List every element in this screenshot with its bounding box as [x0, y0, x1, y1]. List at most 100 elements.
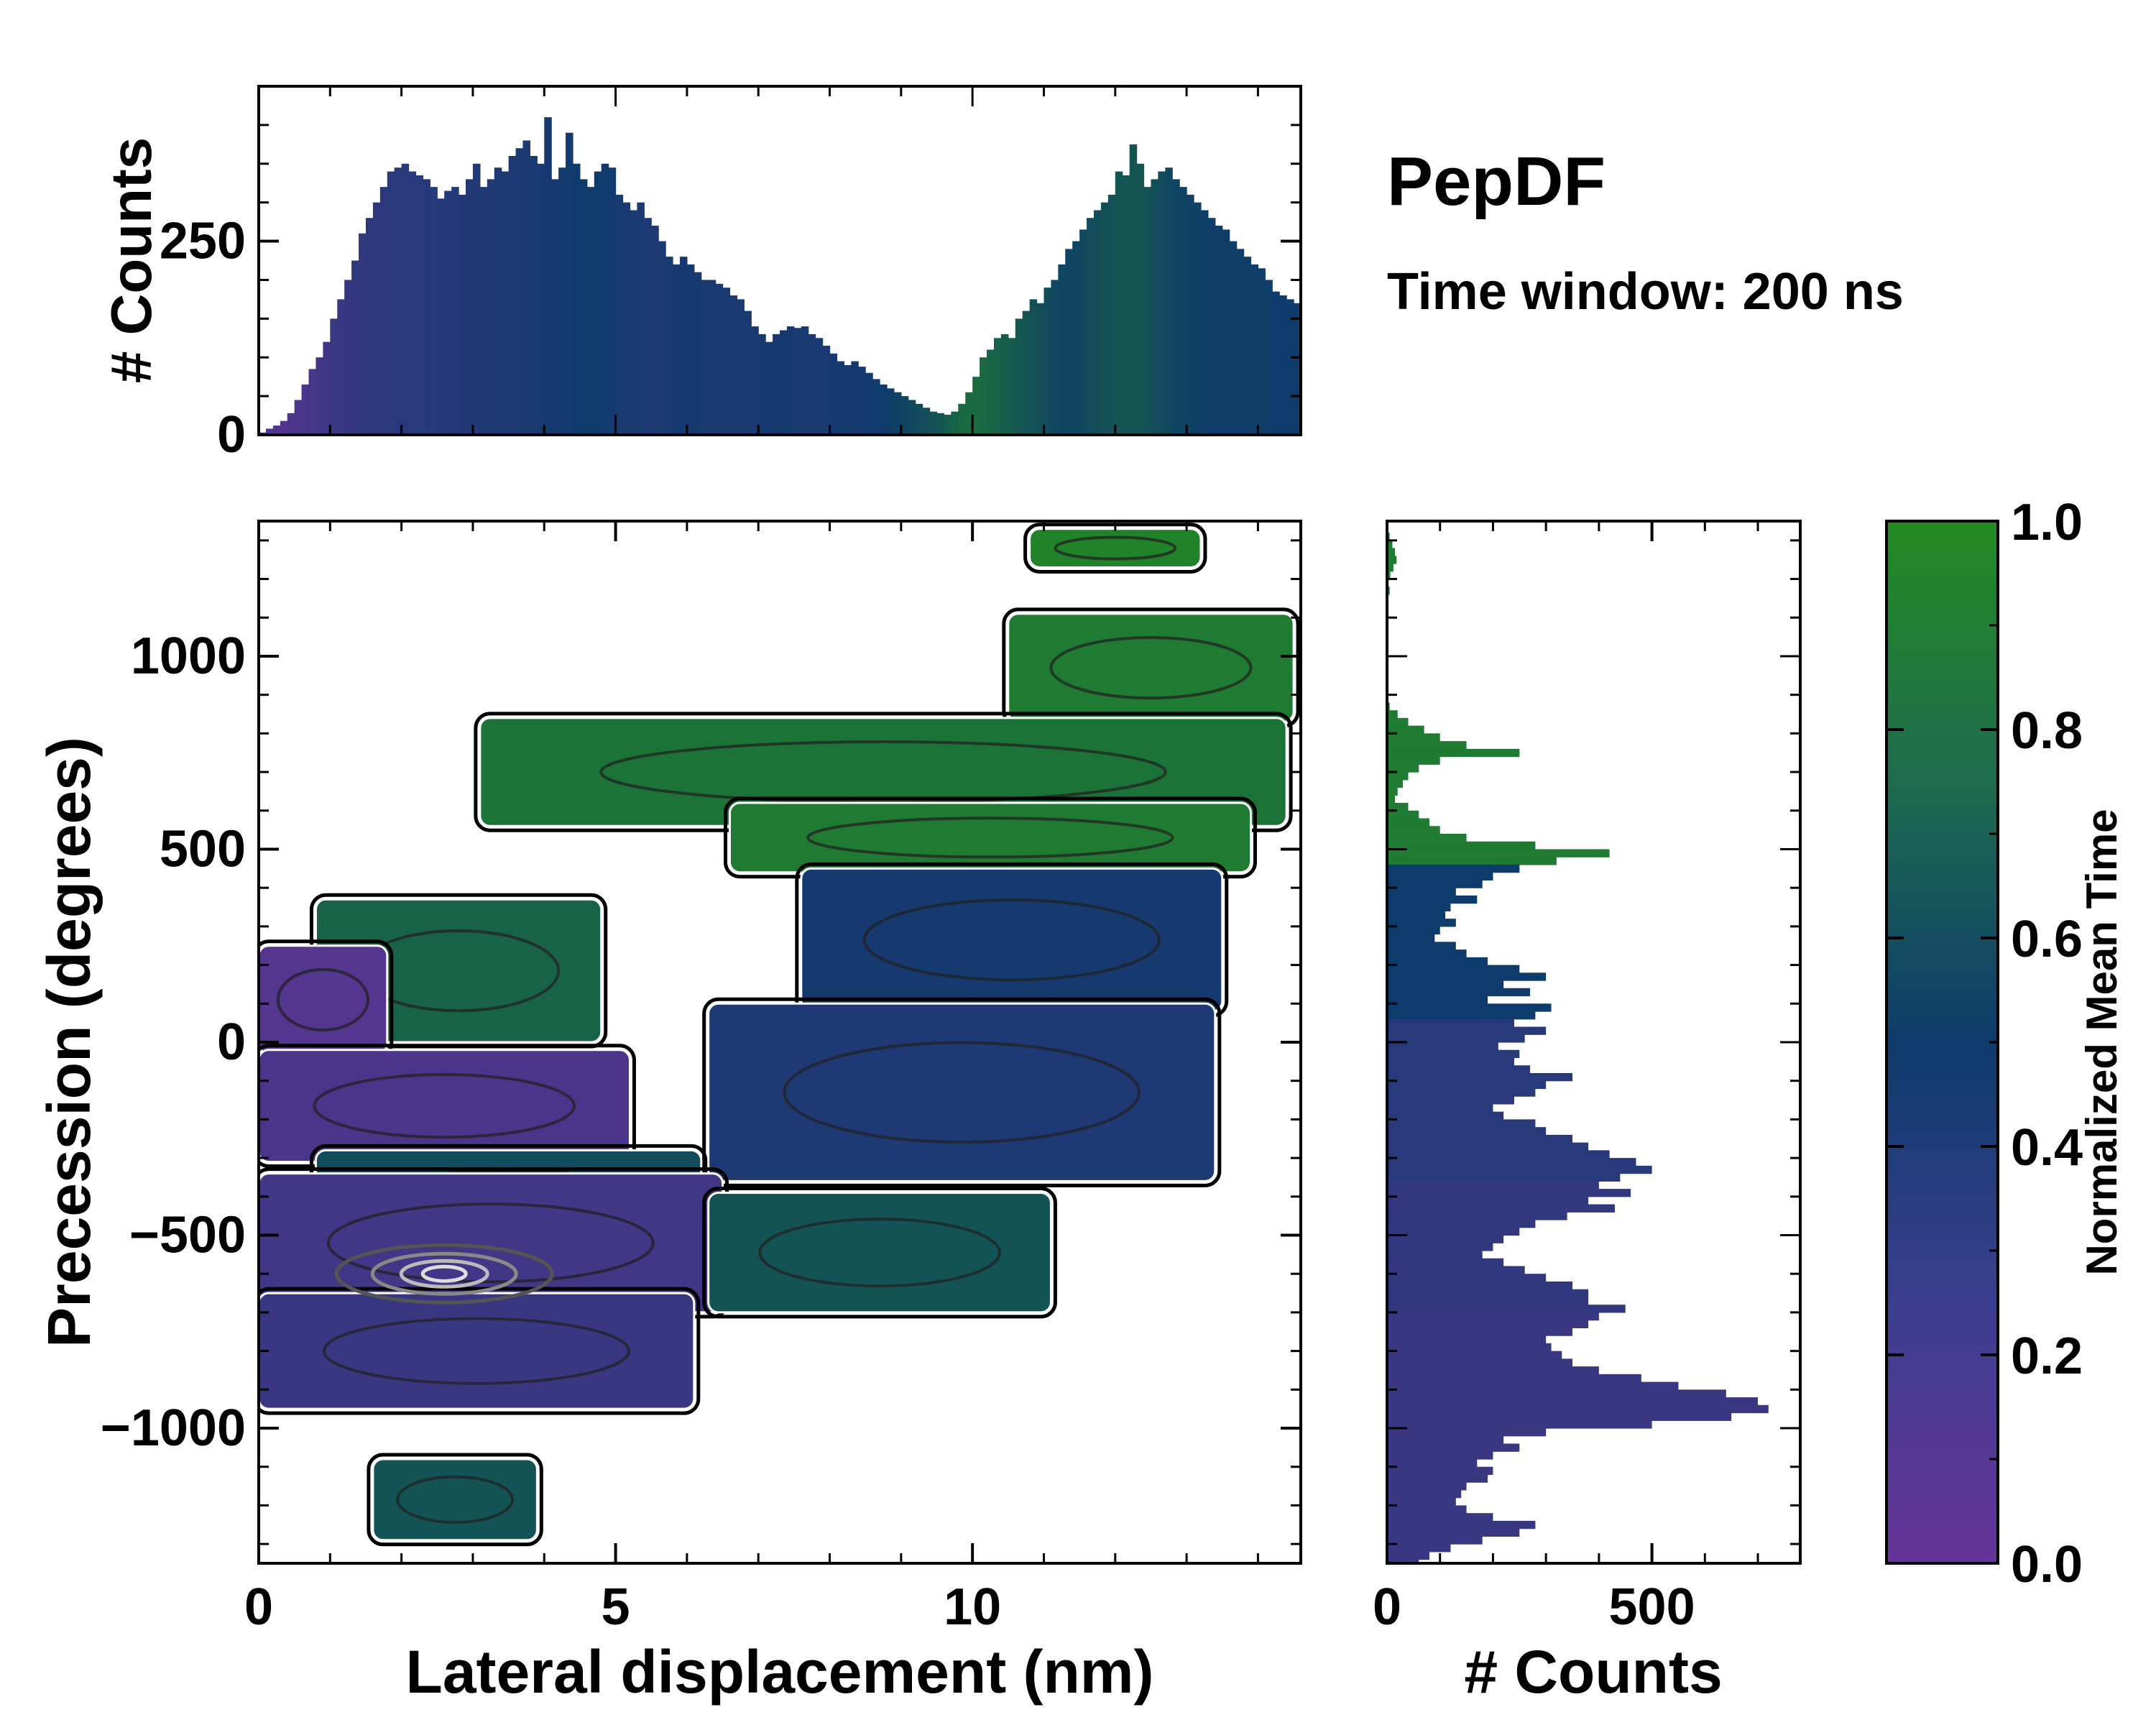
top-histogram-bar [1308, 318, 1316, 435]
top-histogram-bar [487, 179, 495, 435]
right-histogram-bar [1387, 1134, 1573, 1144]
right-histogram-bar [1387, 725, 1424, 734]
top-histogram-bar [530, 156, 538, 435]
density-contour-0 [334, 1243, 554, 1305]
top-histogram-bar [1501, 423, 1508, 435]
right-histogram-bar [1387, 926, 1440, 935]
top-histogram-bar [265, 428, 274, 435]
top-histogram-bar [622, 202, 631, 435]
region-contour [783, 1041, 1141, 1144]
top-histogram-bar [1051, 280, 1059, 435]
right-histogram-bar [1387, 934, 1435, 942]
top-histogram-bar [658, 241, 666, 435]
region-contour [313, 1073, 576, 1139]
right-histogram-bar [1387, 1297, 1589, 1305]
top-histogram-bar [451, 187, 459, 435]
right-histogram-bar [1387, 556, 1397, 564]
heatmap-region-cluster-teal-bottom [367, 1453, 543, 1547]
right-histogram-bar [1387, 1251, 1483, 1259]
top-histogram-bar [365, 218, 374, 435]
top-histogram-bar [1100, 202, 1109, 435]
top-histogram-bar [423, 179, 430, 435]
top-histogram-bar [1544, 432, 1552, 435]
top-histogram-bar [287, 413, 295, 435]
top-histogram-bar [944, 414, 952, 435]
top-histogram-bar [1029, 299, 1038, 435]
right-histogram-bar [1387, 949, 1467, 958]
right-histogram-bar [1387, 1049, 1520, 1059]
top-histogram-bar [1151, 179, 1158, 435]
right-histogram-bar [1387, 919, 1456, 927]
right-histogram-bar [1387, 571, 1391, 580]
region-contour [396, 1475, 515, 1524]
right-histogram-bar [1387, 1235, 1504, 1243]
top-histogram-bar [615, 194, 624, 435]
right-histogram-bar [1387, 942, 1456, 950]
right-histogram-bar [1387, 1397, 1759, 1406]
top-histogram-bar [1451, 412, 1459, 435]
right-histogram-bar [1387, 1343, 1552, 1352]
region-contour [1054, 535, 1177, 561]
colorbar: 1.0 0.8 0.6 0.4 0.2 0.0 Normalized Mean Time [1885, 494, 2126, 1593]
x-tick-label: 5 [602, 1578, 630, 1636]
right-x-tick-label: 500 [1609, 1578, 1695, 1636]
colorbar-gradient [1885, 520, 1999, 1565]
right-histogram-bar [1387, 564, 1393, 572]
heatmap-regions [259, 523, 1300, 1547]
top-histogram-bar [1087, 218, 1095, 435]
top-histogram-bar [472, 163, 481, 435]
top-histogram-bar [301, 384, 310, 435]
right-histogram-bar [1387, 1142, 1589, 1151]
right-histogram-bar [1387, 988, 1531, 997]
right-histogram-bar [1387, 980, 1504, 989]
region-contour [276, 967, 369, 1032]
top-histogram-bar [773, 334, 780, 435]
top-histogram-bar [780, 330, 788, 435]
top-histogram-bar [1315, 323, 1323, 435]
top-histogram-bar [965, 392, 973, 435]
top-histogram-bar [330, 318, 338, 435]
top-histogram-bar [479, 187, 488, 435]
right-histogram-bar [1387, 1513, 1493, 1522]
right-histogram-xlabel: # Counts [1464, 1638, 1722, 1706]
right-histogram-bar [1387, 710, 1398, 719]
top-histogram-bar [701, 280, 709, 435]
top-histogram-bar [359, 233, 367, 435]
top-histogram-bar [1486, 419, 1494, 435]
top-histogram-bar [1365, 307, 1373, 435]
right-histogram-bar [1387, 1420, 1652, 1429]
top-histogram-bar [1465, 415, 1473, 435]
right-histogram-bar [1387, 1080, 1547, 1090]
heatmap-region-cluster-blue-center [702, 997, 1222, 1187]
top-histogram-bar [372, 202, 381, 435]
right-histogram-bar [1387, 1266, 1525, 1274]
right-histogram-bar [1387, 849, 1610, 857]
density-peak [334, 1243, 554, 1305]
right-histogram-bar [1387, 1181, 1599, 1190]
region-outline [702, 997, 1222, 1187]
colorbar-tick-label: 0.8 [2011, 702, 2083, 760]
top-histogram-bar [601, 163, 609, 435]
right-histogram-bar [1387, 818, 1429, 827]
right-histogram-bar [1387, 1158, 1636, 1167]
top-histogram-bar [272, 426, 281, 435]
top-histogram-bar [865, 372, 873, 435]
top-histogram-bar [308, 369, 317, 435]
top-histogram-bar [387, 171, 395, 435]
colorbar-tick-label: 0.6 [2011, 911, 2083, 968]
region-contour [326, 1202, 655, 1284]
density-contour-2 [399, 1259, 489, 1289]
right-histogram-bar [1387, 1289, 1589, 1298]
top-histogram-bar [1393, 349, 1401, 435]
top-histogram-bar [1122, 175, 1130, 435]
top-histogram-bar [537, 163, 545, 435]
top-histogram-bar [900, 396, 909, 435]
right-histogram-bar [1387, 1212, 1567, 1220]
top-histogram-bar [1008, 338, 1016, 435]
right-histogram-bar [1387, 1474, 1488, 1483]
top-histogram-bar [1072, 241, 1080, 435]
top-histogram-bar [758, 334, 766, 435]
top-histogram-bar [572, 163, 581, 435]
right-histogram-bar [1387, 803, 1409, 811]
right-histogram-bar [1387, 764, 1419, 773]
